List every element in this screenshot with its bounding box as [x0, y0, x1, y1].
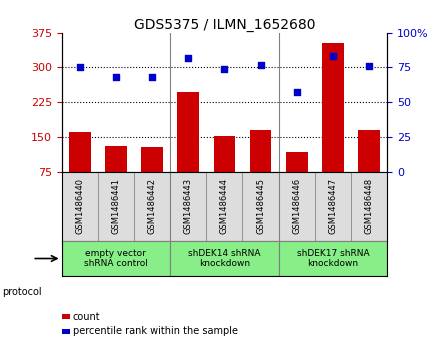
Text: GSM1486443: GSM1486443 [184, 178, 193, 234]
Bar [250, 130, 271, 207]
Bar [213, 136, 235, 207]
Point [112, 74, 119, 80]
Point [185, 55, 192, 61]
Text: GSM1486446: GSM1486446 [292, 178, 301, 234]
Bar [286, 152, 308, 207]
Bar [105, 146, 127, 207]
Bar [141, 147, 163, 207]
Point [330, 53, 337, 59]
Point [366, 63, 373, 69]
Text: GSM1486448: GSM1486448 [365, 178, 374, 234]
Point [293, 90, 300, 95]
Text: GSM1486445: GSM1486445 [256, 178, 265, 234]
Bar [62, 241, 170, 276]
Text: GSM1486447: GSM1486447 [328, 178, 337, 234]
Text: empty vector
shRNA control: empty vector shRNA control [84, 249, 148, 268]
Bar [322, 43, 344, 207]
Bar [351, 172, 387, 241]
Text: GSM1486440: GSM1486440 [75, 178, 84, 234]
Bar [170, 172, 206, 241]
Text: shDEK17 shRNA
knockdown: shDEK17 shRNA knockdown [297, 249, 369, 268]
Point [257, 62, 264, 68]
Point [149, 74, 156, 80]
Bar [170, 241, 279, 276]
Text: GSM1486442: GSM1486442 [147, 178, 157, 234]
Bar [315, 172, 351, 241]
Bar [69, 132, 91, 207]
Text: protocol: protocol [2, 287, 42, 297]
Text: shDEK14 shRNA
knockdown: shDEK14 shRNA knockdown [188, 249, 260, 268]
Title: GDS5375 / ILMN_1652680: GDS5375 / ILMN_1652680 [134, 18, 315, 32]
Text: GSM1486441: GSM1486441 [111, 178, 121, 234]
Text: percentile rank within the sample: percentile rank within the sample [73, 326, 238, 337]
Bar [358, 130, 380, 207]
Bar [177, 91, 199, 207]
Bar [279, 172, 315, 241]
Point [221, 66, 228, 72]
Point [76, 65, 83, 70]
Bar [62, 172, 98, 241]
Bar [98, 172, 134, 241]
Bar [279, 241, 387, 276]
Text: GSM1486444: GSM1486444 [220, 178, 229, 234]
Text: count: count [73, 312, 100, 322]
Bar [242, 172, 279, 241]
Bar [206, 172, 242, 241]
Bar [134, 172, 170, 241]
